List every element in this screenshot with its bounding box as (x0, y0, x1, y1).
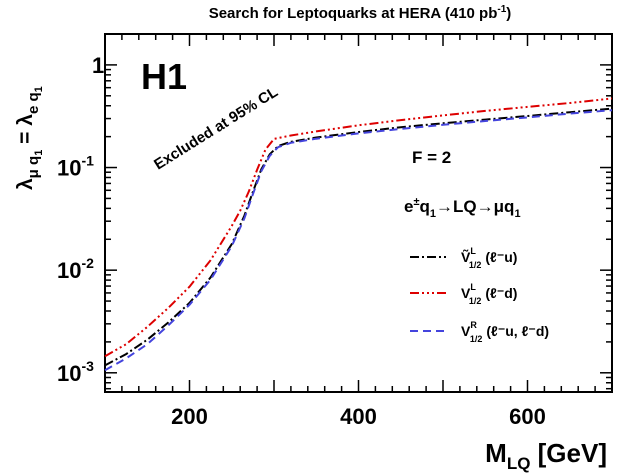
legend-label: VR 1/2 (ℓ⁻u, ℓ⁻d) (461, 320, 549, 344)
y-axis-label: λμ q1 = λe q1 (14, 86, 45, 190)
chart-title: Search for Leptoquarks at HERA (410 pb-1… (209, 4, 512, 22)
series-line-2 (104, 97, 613, 358)
experiment-label: H1 (141, 56, 187, 97)
series-line-1 (104, 107, 613, 367)
series-curves (104, 97, 613, 372)
legend: ṼL 1/2 (ℓ⁻u) VL 1/2 (ℓ⁻d) VR 1/2 (ℓ⁻u, ℓ⁻d) (410, 246, 549, 344)
y-tick-label: 10-3 (57, 358, 94, 386)
axis-tick-labels: 200 400 600 1 10-1 10-2 10-3 (57, 53, 546, 429)
x-axis-label: MLQ [GeV] (485, 438, 607, 473)
series-line-3 (104, 109, 613, 372)
legend-label: ṼL 1/2 (ℓ⁻u) (461, 246, 517, 270)
y-tick-label: 10-2 (57, 255, 94, 283)
y-tick-label: 10-1 (57, 153, 94, 181)
x-tick-label: 400 (340, 404, 377, 429)
x-tick-label: 200 (171, 404, 208, 429)
process-label: e±q1→LQ→μq1 (404, 196, 521, 220)
x-tick-label: 600 (509, 404, 546, 429)
axis-ticks (105, 33, 612, 392)
legend-label: VL 1/2 (ℓ⁻d) (461, 282, 517, 306)
y-tick-label: 1 (92, 53, 104, 78)
f-label: F = 2 (412, 148, 451, 167)
